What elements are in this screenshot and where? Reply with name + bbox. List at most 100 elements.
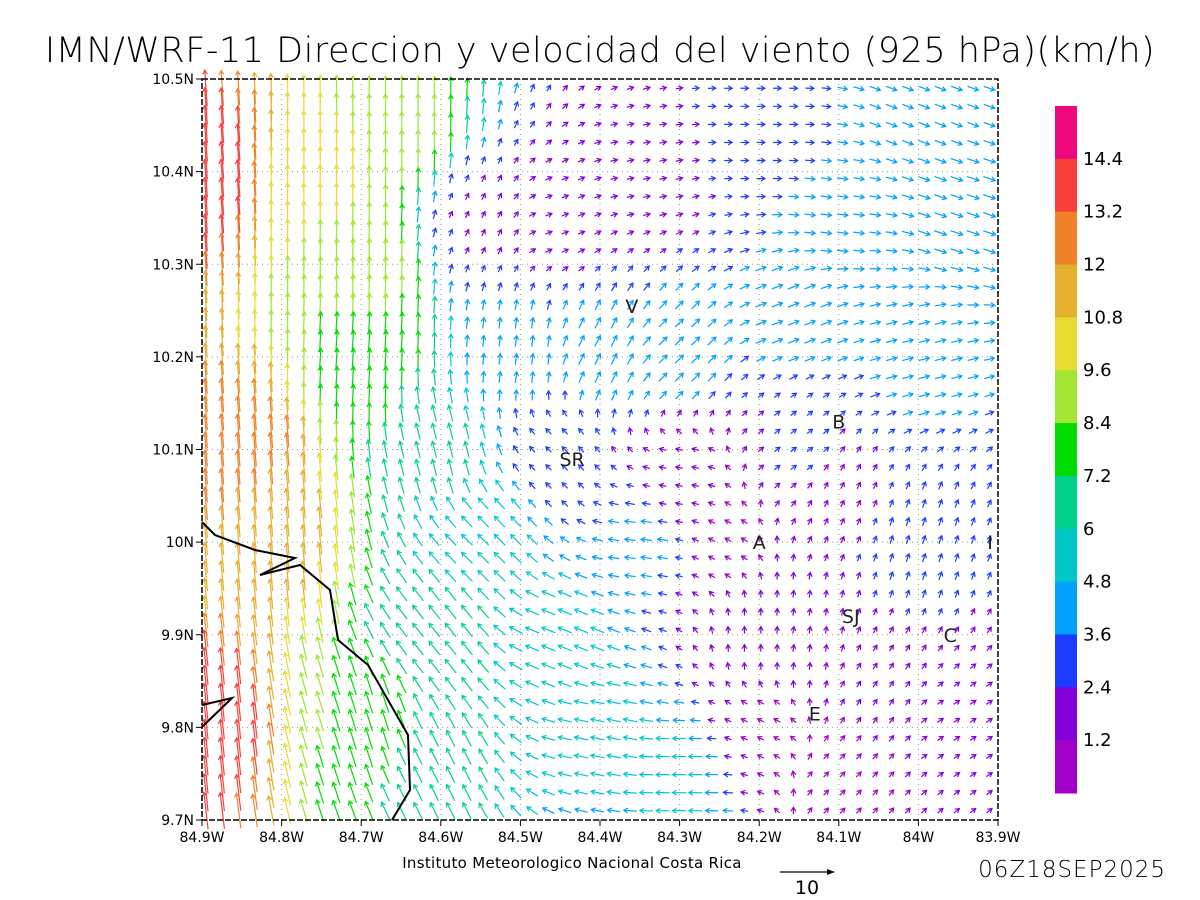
wind-arrow bbox=[431, 367, 437, 386]
wind-arrow-shaft bbox=[482, 79, 485, 97]
wind-arrow-head bbox=[333, 255, 340, 262]
wind-arrow bbox=[950, 284, 964, 291]
wind-arrow-head bbox=[839, 571, 846, 578]
wind-arrow bbox=[822, 392, 831, 398]
wind-arrow bbox=[773, 464, 781, 471]
wind-arrow bbox=[853, 283, 866, 290]
wind-arrow-head bbox=[366, 92, 373, 99]
wind-arrow-head bbox=[758, 428, 765, 434]
wind-arrow-shaft bbox=[902, 357, 914, 362]
wind-arrow bbox=[675, 121, 684, 128]
wind-arrow-shaft bbox=[757, 410, 764, 417]
wind-arrow-head bbox=[316, 470, 323, 476]
wind-arrow bbox=[610, 103, 619, 110]
wind-arrow-shaft bbox=[918, 157, 930, 164]
wind-arrow-shaft bbox=[708, 248, 716, 254]
wind-arrow-shaft bbox=[577, 212, 585, 217]
wind-arrow-head bbox=[826, 175, 833, 182]
wind-arrow bbox=[607, 590, 620, 597]
wind-arrow-shaft bbox=[480, 460, 487, 475]
wind-arrow bbox=[381, 421, 388, 441]
wind-arrow-head bbox=[643, 409, 650, 415]
wind-arrow-head bbox=[957, 337, 964, 344]
wind-arrow-head bbox=[872, 499, 878, 506]
wind-arrow-shaft bbox=[482, 389, 485, 402]
wind-arrow bbox=[573, 608, 589, 616]
wind-arrow bbox=[856, 499, 862, 508]
wind-arrow-head bbox=[300, 91, 307, 98]
wind-arrow-head bbox=[595, 427, 601, 434]
wind-arrow-shaft bbox=[610, 353, 618, 365]
wind-arrow-head bbox=[710, 211, 717, 218]
wind-arrow-head bbox=[317, 382, 324, 389]
wind-arrow-shaft bbox=[577, 122, 585, 127]
wind-arrow bbox=[350, 255, 357, 282]
wind-arrow-shaft bbox=[449, 369, 453, 385]
wind-arrow-head bbox=[202, 486, 208, 492]
wind-arrow-shaft bbox=[545, 212, 553, 217]
wind-arrow-head bbox=[826, 248, 833, 254]
wind-arrow bbox=[624, 500, 636, 507]
wind-arrow-shaft bbox=[350, 456, 355, 479]
wind-arrow bbox=[836, 319, 849, 326]
wind-arrow bbox=[659, 230, 668, 236]
wind-arrow-shaft bbox=[691, 123, 700, 126]
wind-arrow-head bbox=[267, 468, 274, 475]
wind-arrow bbox=[610, 193, 619, 200]
wind-arrow bbox=[496, 264, 503, 273]
wind-arrow bbox=[415, 293, 422, 316]
wind-arrow-head bbox=[333, 401, 340, 407]
wind-arrow bbox=[691, 591, 699, 597]
wind-arrow-shaft bbox=[756, 374, 765, 381]
wind-arrow-head bbox=[283, 578, 290, 584]
wind-arrow-shaft bbox=[626, 484, 634, 488]
wind-arrow-shaft bbox=[885, 231, 897, 235]
wind-arrow-head bbox=[807, 446, 814, 452]
wind-arrow-shaft bbox=[495, 479, 505, 492]
wind-arrow-head bbox=[460, 533, 467, 540]
wind-arrow-shaft bbox=[723, 301, 733, 309]
wind-arrow bbox=[589, 680, 605, 687]
wind-arrow-shaft bbox=[902, 103, 914, 109]
wind-arrow-shaft bbox=[675, 177, 683, 180]
wind-arrow-shaft bbox=[675, 87, 683, 90]
wind-arrow-shaft bbox=[350, 527, 356, 553]
wind-arrow bbox=[251, 215, 258, 249]
wind-arrow bbox=[888, 680, 894, 688]
wind-arrow-shaft bbox=[675, 592, 683, 596]
wind-arrow bbox=[218, 194, 225, 234]
wind-arrow-shaft bbox=[982, 212, 996, 218]
wind-arrow-head bbox=[793, 85, 799, 92]
wind-arrow bbox=[659, 248, 667, 254]
wind-arrow-head bbox=[349, 128, 356, 134]
wind-arrow-shaft bbox=[220, 432, 225, 467]
wind-arrow-head bbox=[573, 590, 580, 596]
wind-arrow-shaft bbox=[808, 554, 812, 562]
wind-arrow bbox=[790, 535, 797, 544]
wind-arrow-head bbox=[513, 426, 519, 433]
wind-arrow-head bbox=[562, 299, 569, 306]
wind-arrow-shaft bbox=[675, 556, 683, 560]
wind-arrow-shaft bbox=[872, 464, 878, 471]
wind-arrow-shaft bbox=[840, 482, 845, 490]
wind-arrow-head bbox=[986, 535, 993, 541]
wind-arrow-head bbox=[855, 535, 862, 542]
wind-arrow bbox=[497, 334, 503, 347]
wind-arrow bbox=[836, 230, 849, 236]
wind-arrow-head bbox=[744, 193, 750, 200]
wind-arrow-shaft bbox=[837, 86, 848, 90]
wind-arrow-head bbox=[644, 265, 651, 271]
wind-arrow bbox=[856, 463, 862, 471]
wind-arrow-shaft bbox=[477, 515, 490, 528]
wind-arrow-head bbox=[824, 410, 830, 416]
wind-arrow-head bbox=[859, 193, 866, 200]
wind-arrow-head bbox=[810, 337, 817, 344]
wind-arrow bbox=[639, 680, 653, 687]
wind-arrow-shaft bbox=[529, 157, 536, 164]
wind-arrow bbox=[692, 427, 699, 435]
wind-arrow-shaft bbox=[400, 348, 403, 370]
wind-arrow bbox=[607, 572, 620, 579]
wind-arrow bbox=[562, 371, 569, 383]
wind-arrow bbox=[771, 301, 784, 308]
wind-arrow bbox=[756, 374, 766, 381]
